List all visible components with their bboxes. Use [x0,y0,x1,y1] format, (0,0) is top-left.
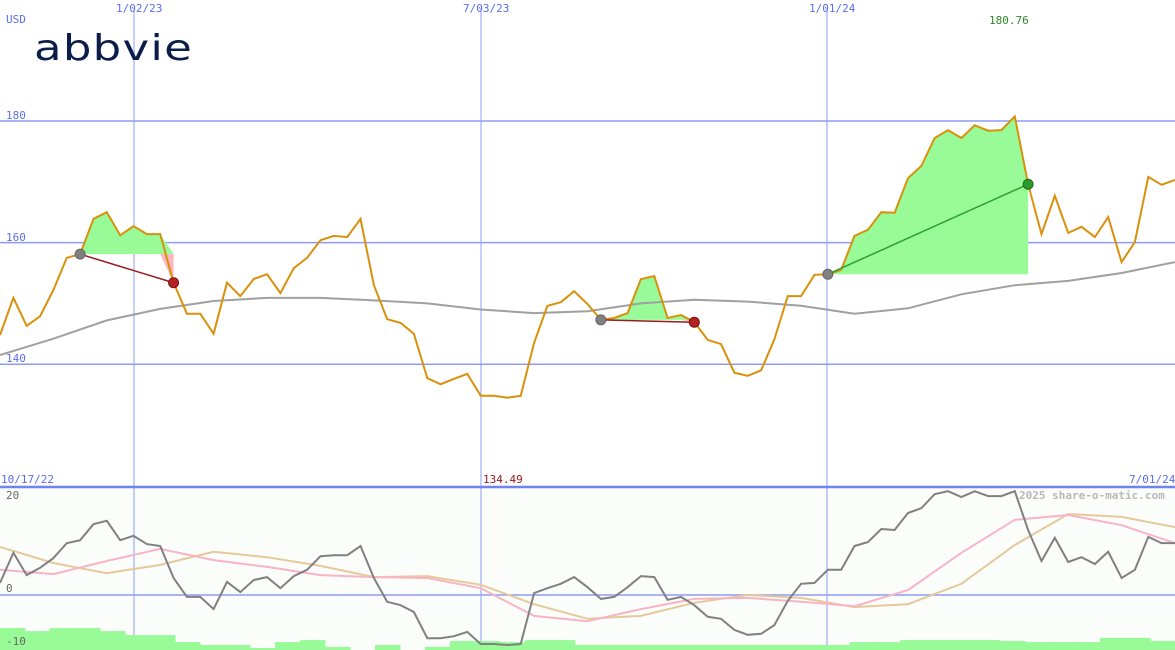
volume-bar [425,646,451,650]
moving-average-line [0,261,1175,357]
volume-bar [0,628,26,650]
price-line [0,114,1175,399]
volume-bar [975,640,1001,650]
trade-entry-marker [822,268,834,280]
date-label-3: 1/01/24 [809,2,856,15]
copyright-text: 2025 share-o-matic.com [1019,489,1165,502]
trade-line [79,253,174,284]
osc-tick-0: 0 [6,582,13,595]
volume-bar [1000,640,1026,650]
volume-bar [175,642,201,650]
end-date-label: 7/01/24 [1129,473,1175,486]
volume-bar [450,640,476,650]
max-price-label: 180.76 [989,14,1029,27]
volume-bar [300,640,326,650]
trade-gain-fill [80,212,174,255]
trade-entry-marker [595,314,607,326]
volume-bar [925,640,951,650]
oscillator-panel-bg [0,487,1175,650]
osc-tick-minus10: -10 [6,635,26,648]
trade-gain-fill [600,276,695,320]
trade-exit-marker [168,277,180,289]
volume-bar [575,644,601,650]
volume-bar [250,648,276,650]
trade-entry-marker [74,248,86,260]
volume-bar [625,644,651,650]
currency-label: USD [6,13,26,26]
y-tick-140: 140 [6,352,26,365]
volume-bar [600,644,626,650]
volume-bar [200,644,226,650]
min-price-label: 134.49 [483,473,523,486]
volume-bar [950,640,976,650]
volume-bar [800,644,826,650]
volume-bar [1075,642,1101,650]
volume-bar [275,642,301,650]
volume-bar [1125,637,1151,650]
volume-bar [150,635,176,650]
volume-bar [1050,642,1076,650]
volume-bar [375,644,401,650]
volume-bar [1150,640,1175,650]
signal-pink-line [0,513,1175,623]
y-tick-160: 160 [6,231,26,244]
volume-bar [750,644,776,650]
volume-bar [825,644,851,650]
trade-line [827,183,1029,275]
volume-bar [700,644,726,650]
volume-bar [850,642,876,650]
trade-gain-fill [827,116,1029,275]
volume-bar [725,644,751,650]
volume-bar [75,628,101,650]
y-tick-180: 180 [6,109,26,122]
volume-bar [650,644,676,650]
osc-tick-20: 20 [6,489,20,502]
trade-exit-marker [688,316,700,328]
start-date-label: 10/17/22 [1,473,54,486]
volume-bar [775,644,801,650]
volume-bar [500,642,526,650]
volume-bar [900,640,926,650]
volume-bar [100,631,126,650]
trade-loss-fill [600,319,695,323]
volume-bar [475,640,501,650]
company-logo: abbvie [34,28,194,69]
trade-loss-fill [80,254,174,283]
volume-bar [550,640,576,650]
volume-bar [675,644,701,650]
volume-bar [875,642,901,650]
date-label-1: 1/02/23 [116,2,163,15]
date-label-2: 7/03/23 [463,2,510,15]
trade-exit-marker [1022,178,1034,190]
volume-bar [125,635,151,650]
volume-bar [50,628,76,650]
trade-line [600,319,695,323]
volume-bar [225,644,251,650]
volume-bar [325,646,351,650]
volume-bar [25,631,51,650]
volume-bar [525,640,551,650]
oscillator-line [0,489,1175,647]
volume-bar [1100,637,1126,650]
volume-bar [1025,642,1051,650]
